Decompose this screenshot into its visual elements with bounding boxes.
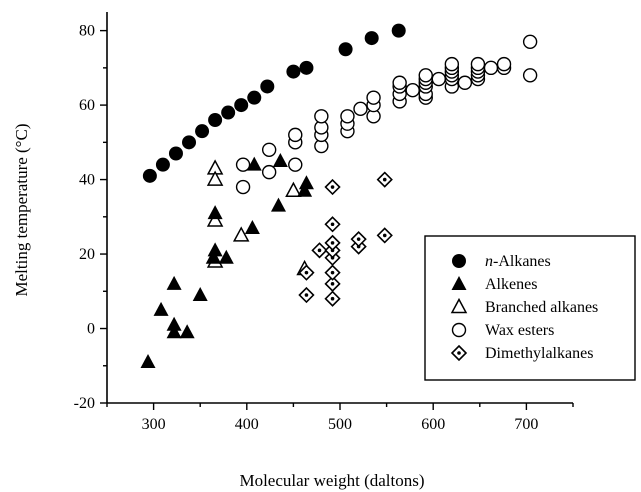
point-dimethylalkanes: [350, 231, 367, 248]
point-alkenes: [218, 249, 234, 264]
point-n-alkanes: [299, 60, 314, 75]
point-n-alkanes: [155, 157, 170, 172]
point-n-alkanes: [221, 105, 236, 120]
point-branched-alkanes: [285, 181, 302, 197]
x-tick-label: 500: [328, 416, 352, 433]
point-wax-esters: [405, 82, 420, 98]
point-branched-alkanes: [232, 226, 250, 242]
point-wax-esters: [366, 90, 381, 105]
point-wax-esters: [235, 179, 251, 195]
point-alkenes: [192, 287, 208, 302]
point-wax-esters: [261, 142, 277, 157]
y-tick-label: 80: [79, 23, 95, 40]
point-alkenes: [270, 197, 286, 212]
axis-ticks: -20 0 20 40 60 80 300 400 500 600 700: [74, 23, 574, 433]
point-wax-esters: [483, 60, 499, 76]
legend: n-Alkanes Alkenes Branched alkanes Wax e…: [424, 235, 636, 381]
legend-label-n-alkanes-prefix: n: [485, 253, 493, 270]
point-alkenes: [246, 156, 262, 171]
point-n-alkanes: [182, 135, 197, 150]
point-n-alkanes: [195, 124, 210, 139]
data-points: [140, 23, 538, 369]
point-wax-esters: [314, 109, 329, 124]
point-alkenes: [272, 152, 288, 167]
point-wax-esters: [235, 157, 251, 172]
legend-label-n-alkanes-suffix: -Alkanes: [493, 253, 551, 270]
x-tick-label: 400: [235, 416, 259, 433]
point-dimethylalkanes: [324, 234, 341, 252]
point-alkenes: [207, 205, 223, 220]
point-dimethylalkanes: [298, 264, 315, 281]
x-tick-label: 700: [514, 416, 538, 433]
legend-marker-n-alkanes: [452, 254, 466, 268]
point-n-alkanes: [260, 79, 275, 94]
point-n-alkanes: [247, 90, 262, 105]
point-wax-esters: [288, 127, 303, 143]
point-dimethylalkanes: [376, 227, 393, 244]
point-wax-esters: [496, 56, 512, 72]
point-wax-esters: [340, 109, 355, 124]
point-wax-esters: [288, 157, 303, 172]
y-axis-label: Melting temperature (°C): [12, 124, 31, 297]
legend-label-dimethylalkanes: Dimethylalkanes: [485, 345, 593, 362]
point-alkenes: [153, 301, 169, 316]
x-tick-label: 300: [142, 416, 166, 433]
y-tick-label: 40: [79, 172, 95, 189]
legend-label-wax-esters: Wax esters: [485, 322, 554, 339]
y-tick-label: 0: [87, 321, 95, 338]
point-dimethylalkanes: [311, 242, 328, 259]
point-dimethylalkanes: [324, 264, 341, 281]
legend-marker-alkenes: [451, 276, 467, 290]
point-wax-esters: [470, 56, 486, 72]
point-wax-esters: [522, 34, 538, 49]
point-wax-esters: [418, 68, 433, 83]
point-n-alkanes: [364, 31, 379, 46]
point-n-alkanes: [338, 42, 353, 57]
point-dimethylalkanes: [324, 216, 341, 233]
point-n-alkanes: [168, 146, 183, 161]
point-wax-esters: [261, 164, 277, 180]
point-alkenes: [166, 316, 182, 331]
legend-label-branched-alkanes: Branched alkanes: [485, 299, 598, 316]
point-alkenes: [244, 219, 260, 234]
point-n-alkanes: [142, 168, 157, 183]
point-dimethylalkanes: [324, 275, 341, 292]
point-n-alkanes: [286, 64, 301, 79]
point-dimethylalkanes: [324, 290, 341, 307]
point-alkenes: [205, 249, 221, 264]
legend-marker-wax-esters: [451, 322, 467, 338]
point-alkenes: [179, 324, 195, 339]
point-alkenes: [166, 275, 182, 290]
legend-marker-branched-alkanes: [450, 297, 468, 314]
point-alkenes: [166, 324, 182, 339]
point-wax-esters: [431, 71, 446, 87]
legend-label-alkenes: Alkenes: [485, 276, 537, 293]
y-tick-label: 20: [79, 246, 95, 263]
point-dimethylalkanes: [298, 286, 315, 304]
point-wax-esters: [444, 56, 460, 72]
point-n-alkanes: [391, 23, 406, 38]
point-alkenes: [298, 175, 314, 190]
point-wax-esters: [457, 75, 473, 90]
point-wax-esters: [353, 101, 368, 117]
point-n-alkanes: [208, 112, 223, 127]
y-tick-label: 60: [79, 97, 95, 114]
point-alkenes: [207, 242, 223, 257]
point-alkenes: [140, 354, 156, 369]
point-branched-alkanes: [206, 170, 224, 186]
y-tick-label: -20: [74, 395, 95, 412]
x-axis-label: Molecular weight (daltons): [239, 471, 424, 490]
point-dimethylalkanes: [324, 178, 341, 196]
legend-marker-dimethylalkanes: [450, 344, 468, 362]
point-wax-esters: [392, 75, 407, 90]
point-n-alkanes: [234, 98, 249, 113]
point-wax-esters: [522, 68, 538, 83]
point-branched-alkanes: [206, 211, 224, 227]
point-dimethylalkanes: [376, 171, 393, 188]
x-tick-label: 600: [421, 416, 445, 433]
legend-label-n-alkanes: n-Alkanes: [485, 253, 551, 270]
point-alkenes: [297, 182, 313, 197]
